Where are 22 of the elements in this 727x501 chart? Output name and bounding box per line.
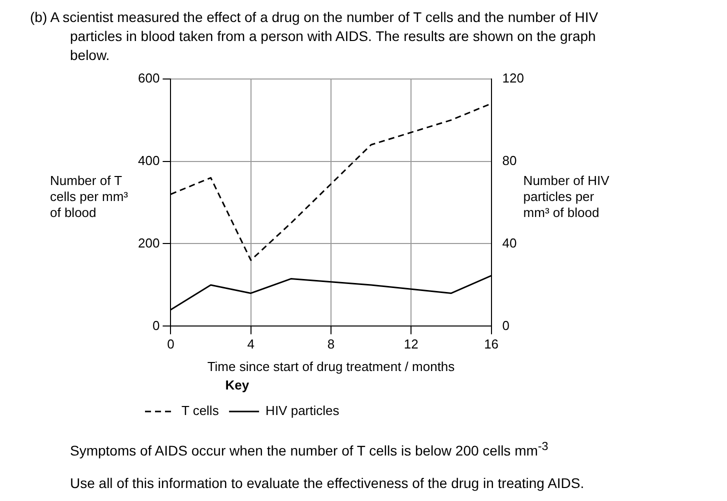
chart-title: (b) A scientist measured the effect of a drug on the number of T cells and the number of HIV particles in blood taken from a person with AIDS. The results are shown on the graph below.	[30, 8, 600, 65]
y-tick-label: 600	[138, 70, 160, 86]
y2-tick-label: 0	[502, 318, 510, 333]
x-axis-title: Time since start of drug treatment / months	[207, 359, 456, 374]
x-tick-label: 8	[327, 336, 335, 352]
x-tick-label: 12	[404, 336, 418, 352]
y-tick-label: 400	[138, 152, 160, 168]
y2-tick-label: 40	[502, 235, 517, 250]
legend-label: T cells	[182, 403, 220, 418]
y2-tick-label: 80	[502, 152, 517, 168]
text: Use all of this information to evaluate the effectiveness of the drug in treating AIDS.	[70, 474, 586, 491]
y2-axis-title: Number of HIV particles per mm³ of blood	[523, 173, 610, 220]
legend-label: HIV particles	[266, 403, 340, 418]
y-tick-label: 0	[152, 318, 160, 333]
text: Symptoms of AIDS occur when the number of T cells is below 200 cells mm$^{-3}$	[70, 440, 550, 459]
y2-tick-label: 120	[502, 70, 524, 86]
x-tick-label: 4	[247, 336, 254, 352]
x-tick-label: 16	[484, 336, 499, 352]
y-axis-title: Number of T cells per mm³ of blood	[50, 173, 129, 220]
x-tick-label: 0	[167, 336, 174, 352]
legend-title: Key	[225, 377, 250, 392]
y-tick-label: 200	[138, 235, 160, 250]
